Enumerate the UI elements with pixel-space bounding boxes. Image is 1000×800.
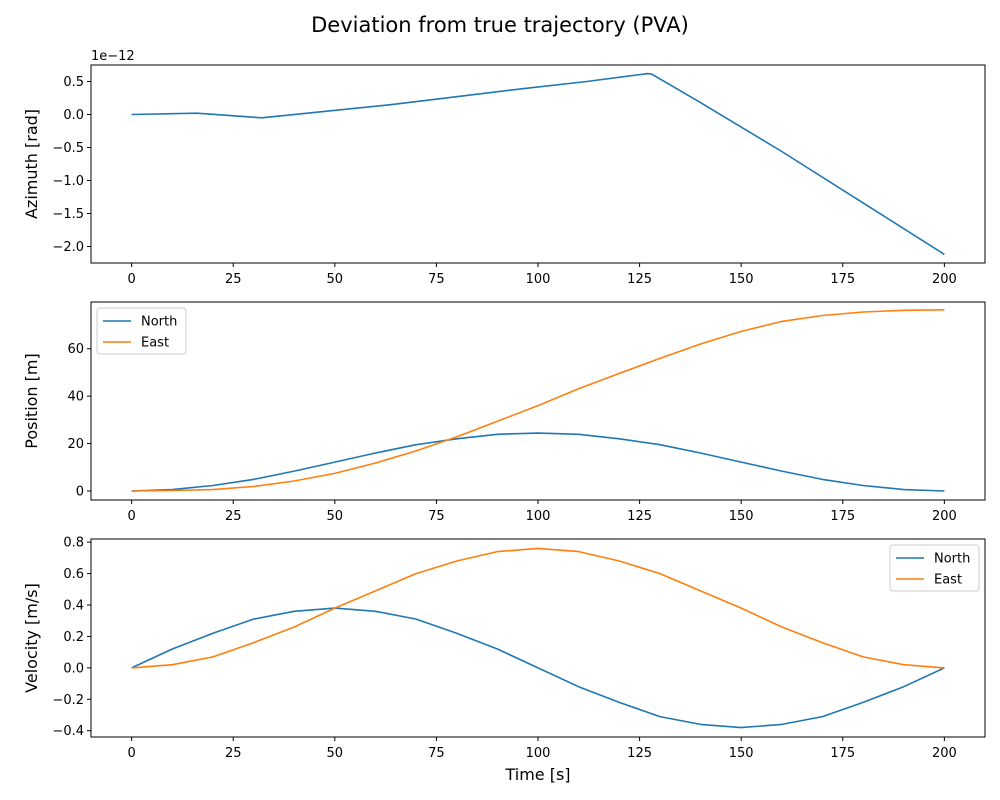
series-line-east	[131, 547, 945, 669]
panel-3: 0 25 50 75 100 125 150 175 200 0.8 0.6 0.4 0.2 0.0 −0.…	[22, 536, 986, 784]
y-tick-label: 0.6	[63, 567, 84, 582]
x-tick-label: 175	[830, 746, 855, 761]
y-offset-text: 1e−12	[91, 49, 135, 64]
y-tick-label: 0.4	[63, 599, 84, 614]
x-tick-label: 50	[327, 509, 344, 524]
x-tick-label: 0	[127, 509, 135, 524]
x-tick-label: 0	[127, 272, 135, 287]
series-line-1	[131, 72, 945, 256]
panels: 0 25 50 75 100 125 150 175 2000.50.0−0.5−1.0−1.5…	[22, 49, 986, 784]
legend-label-east: East	[141, 336, 169, 351]
y-tick-label: 40	[67, 390, 84, 405]
x-tick-label: 150	[729, 509, 754, 524]
legend: North East	[96, 307, 187, 355]
x-tick-label: 200	[932, 509, 957, 524]
x-tick-label: 175	[830, 509, 855, 524]
x-tick-label: 200	[932, 272, 957, 287]
panel-2: 0 25 50 75 100 125 150 175 200 0 20 40 60 Position [m…	[22, 301, 986, 524]
x-tick-label: 50	[327, 272, 344, 287]
x-tick-label: 175	[830, 272, 855, 287]
y-axis-label: Velocity [m/s]	[22, 583, 41, 693]
x-tick-label: 150	[729, 746, 754, 761]
x-tick-label: 25	[225, 509, 242, 524]
y-tick-label: 60	[67, 342, 84, 357]
series-line-north	[131, 432, 945, 492]
y-tick-label: −0.4	[52, 724, 84, 739]
legend: North East	[889, 544, 980, 592]
x-tick-label: 75	[428, 509, 445, 524]
y-tick-label: 0	[76, 484, 84, 499]
y-tick-label: 0.2	[63, 630, 84, 645]
y-tick-label: 0.5	[63, 75, 84, 90]
x-axis-label: Time [s]	[504, 765, 570, 784]
x-tick-label: 25	[225, 746, 242, 761]
x-tick-label: 50	[327, 746, 344, 761]
legend-label-east: East	[934, 573, 962, 588]
y-tick-label: −0.5	[52, 141, 84, 156]
x-tick-label: 25	[225, 272, 242, 287]
y-tick-label: −1.5	[52, 207, 84, 222]
x-tick-label: 0	[127, 746, 135, 761]
x-tick-label: 125	[627, 509, 652, 524]
y-tick-label: 0.0	[63, 108, 84, 123]
legend-label-north: North	[934, 552, 970, 567]
legend-label-north: North	[141, 315, 177, 330]
y-tick-label: −0.2	[52, 693, 84, 708]
y-tick-label: 0.8	[63, 536, 84, 551]
series-line-north	[131, 607, 945, 729]
x-tick-label: 100	[526, 509, 551, 524]
y-tick-label: 20	[67, 437, 84, 452]
y-tick-label: −1.0	[52, 174, 84, 189]
y-axis-label: Position [m]	[22, 353, 41, 448]
y-tick-label: −2.0	[52, 240, 84, 255]
y-axis-label: Azimuth [rad]	[22, 109, 41, 219]
x-tick-label: 100	[526, 746, 551, 761]
x-tick-label: 100	[526, 272, 551, 287]
x-tick-label: 150	[729, 272, 754, 287]
panel-1: 0 25 50 75 100 125 150 175 200 0.5 0.0 −0.5 −1.0 −1.5…	[22, 49, 986, 287]
x-tick-label: 75	[428, 272, 445, 287]
figure-title: Deviation from true trajectory (PVA)	[311, 13, 689, 37]
x-tick-label: 75	[428, 746, 445, 761]
x-tick-label: 125	[627, 746, 652, 761]
x-tick-label: 125	[627, 272, 652, 287]
x-tick-label: 200	[932, 746, 957, 761]
y-tick-label: 0.0	[63, 661, 84, 676]
series-line-east	[131, 309, 945, 492]
